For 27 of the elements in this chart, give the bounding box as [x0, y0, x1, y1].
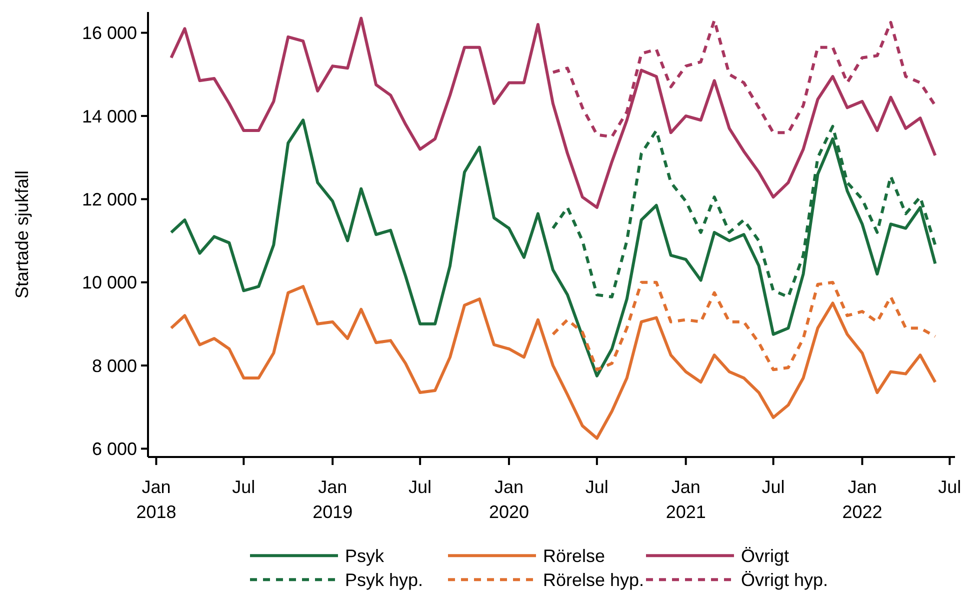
- y-tick-label: 14 000: [82, 106, 137, 126]
- legend-label: Rörelse: [543, 546, 606, 566]
- line-series: [170, 16, 937, 209]
- x-tick-label: Jul: [762, 477, 785, 497]
- x-tick-label: Jul: [408, 477, 432, 497]
- x-tick-label: Jan 2021: [666, 477, 706, 522]
- x-tick-label: Jul: [232, 477, 256, 497]
- x-tick-label: Jan 2018: [136, 477, 176, 522]
- line-series: [170, 118, 937, 378]
- x-tick-label: Jul: [938, 477, 962, 497]
- y-tick-label: 12 000: [82, 189, 137, 210]
- legend-label: Rörelse hyp.: [543, 570, 644, 590]
- legend-label: Övrigt: [741, 546, 790, 566]
- legend-label: Psyk: [345, 546, 386, 566]
- y-axis-title: Startade sjukfall: [12, 170, 32, 299]
- legend-label: Psyk hyp.: [345, 570, 424, 590]
- x-tick-label: Jan 2022: [842, 477, 882, 522]
- legend-label: Övrigt hyp.: [741, 570, 828, 590]
- x-tick-label: Jul: [585, 477, 608, 497]
- y-tick-label: 8 000: [92, 356, 137, 376]
- x-tick-label: Jan 2020: [488, 477, 529, 522]
- x-tick-label: Jan 2019: [312, 477, 353, 522]
- line-series: [551, 280, 937, 372]
- line-series: [170, 284, 937, 440]
- y-tick-label: 10 000: [82, 272, 137, 293]
- y-tick-label: 16 000: [82, 23, 137, 44]
- y-tick-label: 6 000: [92, 438, 137, 459]
